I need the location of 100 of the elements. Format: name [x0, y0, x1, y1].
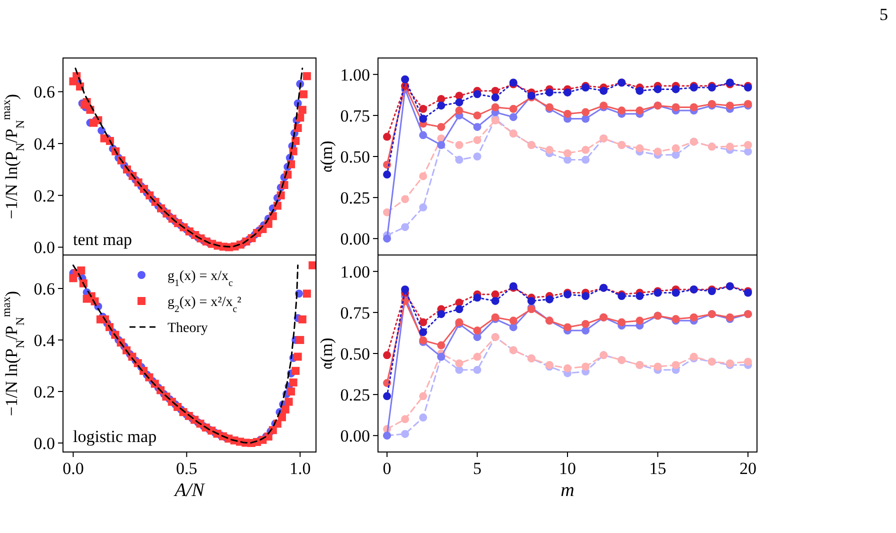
- y-tick-label: 0.25: [340, 188, 370, 208]
- point: [437, 341, 446, 350]
- point: [491, 103, 500, 112]
- point: [287, 387, 296, 396]
- point: [401, 75, 410, 84]
- point: [618, 318, 626, 326]
- point: [294, 352, 302, 361]
- point: [298, 315, 306, 324]
- point: [600, 86, 608, 95]
- point: [473, 366, 482, 374]
- point: [545, 295, 554, 304]
- point: [564, 323, 572, 332]
- point: [455, 106, 464, 115]
- point: [564, 156, 572, 164]
- point: [289, 378, 298, 386]
- point: [473, 326, 482, 335]
- x-tick-label: 20: [739, 459, 756, 478]
- x-tick-label: 0: [382, 459, 392, 478]
- point: [268, 212, 277, 220]
- point: [455, 298, 464, 307]
- point: [419, 131, 428, 140]
- point: [636, 86, 644, 95]
- y-tick-label: 1.00: [340, 65, 370, 84]
- point: [383, 351, 392, 360]
- point: [473, 294, 482, 302]
- point: [419, 318, 428, 326]
- point: [744, 141, 752, 150]
- point: [545, 146, 554, 154]
- point: [383, 234, 392, 243]
- point: [654, 148, 662, 156]
- point: [419, 328, 428, 336]
- point: [455, 156, 464, 164]
- point: [437, 310, 446, 318]
- point: [726, 102, 734, 110]
- point: [281, 406, 290, 414]
- point: [455, 366, 464, 374]
- point: [582, 292, 590, 300]
- point: [383, 392, 392, 400]
- point: [491, 93, 500, 102]
- point: [690, 313, 698, 322]
- point: [473, 152, 482, 160]
- point: [419, 414, 428, 422]
- x-tick-label: 0.5: [176, 459, 198, 478]
- point: [744, 358, 752, 366]
- point: [292, 366, 300, 375]
- point: [298, 106, 306, 114]
- point: [300, 90, 308, 98]
- point: [690, 103, 698, 112]
- x-tick-label: 5: [473, 459, 482, 478]
- point: [636, 316, 644, 325]
- x-axis-title: A/N: [172, 480, 206, 501]
- annotation: logistic map: [73, 427, 157, 446]
- point: [564, 110, 572, 118]
- point: [582, 156, 590, 164]
- y-tick-label: 0.75: [340, 303, 370, 322]
- point: [401, 223, 410, 232]
- point: [419, 104, 428, 113]
- y-axis-title: 𝔞(m): [317, 140, 336, 172]
- y-tick-label: 0.75: [340, 106, 370, 126]
- point: [419, 172, 428, 180]
- point: [744, 148, 752, 156]
- point: [636, 106, 644, 115]
- point: [419, 392, 428, 400]
- y-tick-label: 0.25: [340, 385, 370, 404]
- point: [618, 106, 626, 115]
- y-tick-label: 0.6: [34, 279, 55, 298]
- point: [473, 90, 482, 98]
- point: [302, 72, 311, 80]
- legend-label: g$_{1}$(x) = x/x$_{c}$: [168, 268, 234, 288]
- y-tick-label: 0.0: [34, 434, 55, 453]
- point: [509, 104, 518, 113]
- point: [437, 122, 446, 131]
- point: [455, 98, 464, 106]
- x-tick-label: 10: [559, 459, 576, 478]
- point: [564, 88, 572, 96]
- point: [473, 136, 482, 144]
- point: [636, 292, 644, 300]
- point: [437, 95, 446, 104]
- point: [672, 85, 680, 94]
- point: [509, 113, 518, 122]
- y-tick-label: 1.00: [340, 262, 370, 282]
- point: [302, 290, 311, 298]
- point: [284, 398, 293, 406]
- point: [401, 285, 410, 294]
- point: [401, 415, 410, 424]
- x-axis-title: m: [560, 480, 574, 501]
- point: [473, 333, 482, 342]
- y-tick-label: 0.00: [340, 426, 370, 446]
- legend-label: Theory: [168, 320, 208, 336]
- point: [636, 144, 644, 152]
- point: [582, 320, 590, 328]
- point: [473, 111, 482, 120]
- x-tick-label: 15: [649, 459, 666, 478]
- point: [401, 430, 410, 438]
- legend-label: g$_{2}$(x) = x²/x$_{c}$²: [168, 294, 242, 314]
- y-tick-label: 0.2: [34, 186, 55, 206]
- point: [419, 114, 428, 123]
- point: [473, 352, 482, 361]
- point: [672, 103, 680, 112]
- point: [437, 102, 446, 110]
